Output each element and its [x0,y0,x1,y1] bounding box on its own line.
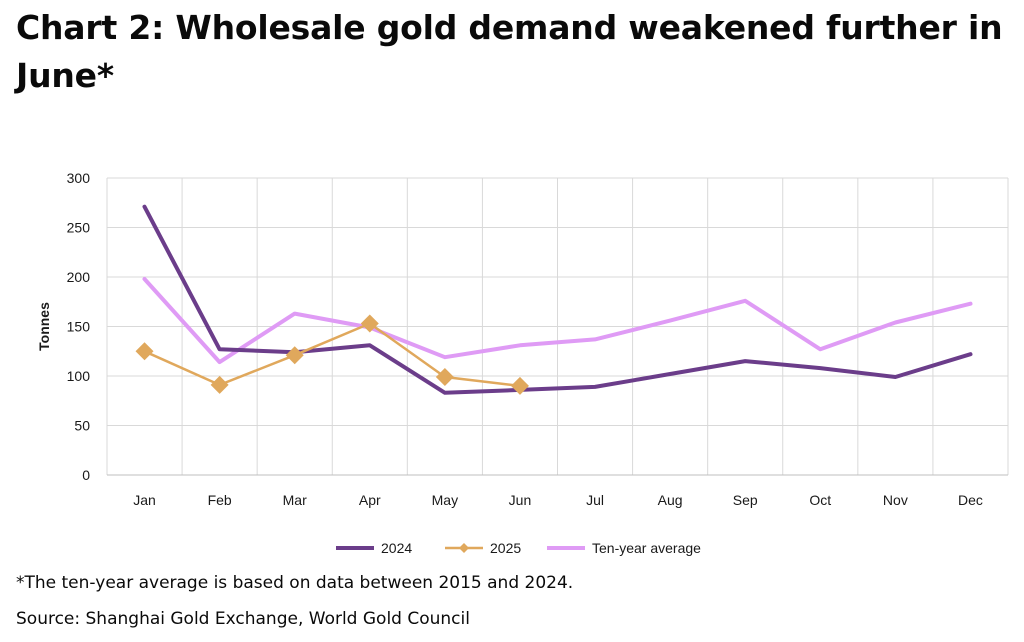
x-tick-label: Sep [733,492,758,508]
series-markers [135,314,529,395]
x-tick-label: Jan [133,492,156,508]
data-point [510,376,529,395]
y-tick-label: 250 [67,220,91,236]
legend-label: 2024 [381,540,412,556]
legend-label: Ten-year average [592,540,701,556]
x-tick-label: Jul [586,492,604,508]
y-tick-label: 300 [67,170,91,186]
x-tick-label: Dec [958,492,983,508]
y-tick-label: 0 [82,467,90,483]
chart-title: Chart 2: Wholesale gold demand weakened … [16,8,1003,95]
footnote: *The ten-year average is based on data b… [16,573,574,593]
series-lines [142,204,973,395]
legend-item: 2025 [445,540,521,556]
data-point [135,342,154,361]
legend-marker [459,543,469,553]
legend-item: Ten-year average [547,540,701,556]
x-tick-label: Jun [509,492,532,508]
data-point [360,314,379,333]
x-tick-label: Aug [658,492,683,508]
legend-item: 2024 [336,540,412,556]
series-line-ten-year-average [142,277,973,365]
x-tick-label: Feb [208,492,232,508]
x-tick-label: Mar [283,492,307,508]
data-point [285,346,304,365]
y-tick-label: 150 [67,319,91,335]
x-tick-label: Nov [883,492,908,508]
series-line-2024 [142,204,973,395]
data-point [435,367,454,386]
grid-lines [106,177,1009,475]
y-tick-label: 100 [67,368,91,384]
source-note: Source: Shanghai Gold Exchange, World Go… [16,609,470,629]
axis-labels: 0 50 100 150 200 250 300 Jan Feb Mar Apr May Jun Jul A… [36,170,983,508]
legend-label: 2025 [490,540,521,556]
y-tick-label: 50 [74,418,90,434]
y-tick-label: 200 [67,269,91,285]
y-axis-label: Tonnes [36,302,52,351]
x-tick-label: May [432,492,458,508]
x-tick-label: Oct [809,492,831,508]
legend: 2024 2025 Ten-year average [336,540,701,556]
x-tick-label: Apr [359,492,381,508]
data-point [210,375,229,394]
series-line-2025 [143,322,522,388]
